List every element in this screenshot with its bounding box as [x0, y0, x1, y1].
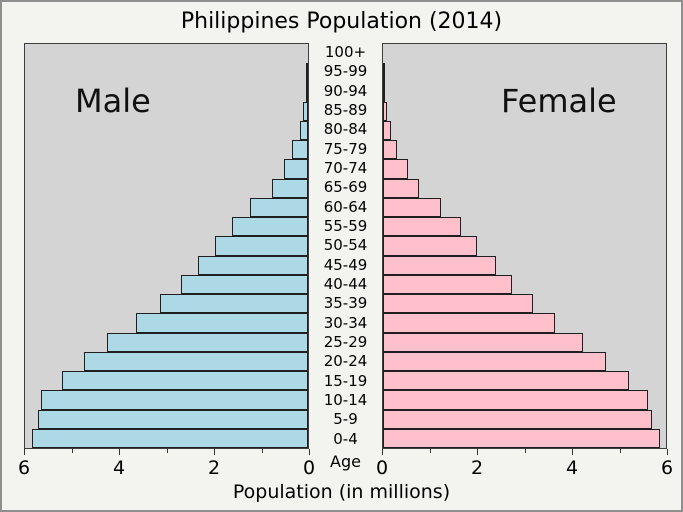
- x-tick-major: [309, 449, 310, 455]
- x-tick-label: 6: [17, 457, 31, 479]
- age-tick-label-20-24: 20-24: [323, 352, 368, 371]
- x-tick-label: 0: [302, 457, 316, 479]
- age-tick-label-90-94: 90-94: [323, 81, 368, 100]
- age-tick-label-95-99: 95-99: [323, 62, 368, 81]
- bar-male-50-54: [215, 236, 308, 256]
- age-tick-label-5-9: 5-9: [333, 410, 358, 429]
- x-tick-label: 4: [112, 457, 126, 479]
- x-tick-major: [119, 449, 120, 455]
- age-tick-label-80-84: 80-84: [323, 120, 368, 139]
- bar-male-35-39: [160, 294, 308, 314]
- bar-female-25-29: [383, 332, 583, 352]
- bar-male-45-49: [198, 255, 308, 275]
- bar-female-5-9: [383, 409, 653, 429]
- bar-female-75-79: [383, 140, 398, 160]
- x-tick-major: [572, 449, 573, 455]
- bar-female-85-89: [383, 101, 387, 121]
- bar-male-40-44: [180, 274, 308, 295]
- bar-female-80-84: [383, 120, 392, 141]
- x-axis-female: 0 2 4 6: [376, 449, 673, 481]
- age-tick-label-65-69: 65-69: [323, 178, 368, 197]
- bar-female-0-4: [383, 428, 661, 448]
- x-tick-major: [382, 449, 383, 455]
- age-axis-labels: 100+ 95-99 90-94 85-89 80-84 75-79 70-74 65-69 6…: [309, 43, 382, 449]
- bar-male-75-79: [291, 140, 308, 160]
- bar-male-85-89: [303, 101, 308, 121]
- bar-female-30-34: [383, 313, 555, 333]
- age-axis-title: Age: [330, 452, 361, 471]
- bar-male-20-24: [83, 351, 308, 372]
- x-tick-minor: [166, 449, 168, 453]
- x-tick-major: [214, 449, 215, 455]
- bar-male-10-14: [41, 390, 308, 410]
- age-tick-label-100+: 100+: [324, 43, 367, 62]
- x-tick-label: 0: [375, 457, 389, 479]
- x-tick-label: 4: [565, 457, 579, 479]
- bar-male-0-4: [32, 428, 308, 448]
- bar-female-15-19: [383, 371, 629, 391]
- bar-female-35-39: [383, 294, 533, 314]
- bar-female-65-69: [383, 178, 419, 198]
- bar-male-65-69: [272, 178, 308, 198]
- female-series-label: Female: [501, 82, 617, 120]
- male-series-label: Male: [75, 82, 151, 120]
- age-tick-label-55-59: 55-59: [323, 217, 368, 236]
- x-tick-major: [24, 449, 25, 455]
- bar-female-50-54: [383, 236, 478, 256]
- bar-male-70-74: [284, 159, 308, 179]
- chart-title: Philippines Population (2014): [180, 9, 503, 34]
- age-tick-label-85-89: 85-89: [323, 101, 368, 120]
- bar-female-10-14: [383, 390, 648, 410]
- x-tick-minor: [429, 449, 431, 453]
- female-plot-area: Female: [382, 43, 667, 449]
- x-tick-minor: [524, 449, 526, 453]
- age-tick-label-30-34: 30-34: [323, 313, 368, 332]
- age-tick-label-15-19: 15-19: [323, 371, 368, 390]
- bar-female-60-64: [383, 197, 442, 218]
- x-tick-label: 6: [660, 457, 674, 479]
- age-tick-label-0-4: 0-4: [333, 429, 358, 448]
- x-axis-male: 0 2 4 6: [18, 449, 315, 481]
- bar-male-60-64: [250, 197, 308, 218]
- x-tick-minor: [619, 449, 621, 453]
- x-tick-major: [477, 449, 478, 455]
- age-tick-label-50-54: 50-54: [323, 236, 368, 255]
- bar-male-30-34: [135, 313, 308, 333]
- bar-male-15-19: [61, 371, 308, 391]
- bar-male-95-99: [306, 63, 308, 83]
- bar-male-55-59: [231, 217, 308, 237]
- bar-male-80-84: [299, 120, 308, 141]
- bar-female-70-74: [383, 159, 408, 179]
- x-tick-major: [667, 449, 668, 455]
- bar-male-25-29: [106, 332, 308, 352]
- age-tick-label-75-79: 75-79: [323, 139, 368, 158]
- age-tick-label-70-74: 70-74: [323, 159, 368, 178]
- male-plot-area: Male: [24, 43, 309, 449]
- x-tick-label: 2: [207, 457, 221, 479]
- age-tick-label-40-44: 40-44: [323, 275, 368, 294]
- x-tick-minor: [71, 449, 73, 453]
- bar-female-40-44: [383, 274, 513, 295]
- bar-male-5-9: [37, 409, 308, 429]
- age-tick-label-35-39: 35-39: [323, 294, 368, 313]
- x-tick-minor: [261, 449, 263, 453]
- bar-female-90-94: [383, 82, 385, 102]
- bar-female-95-99: [383, 63, 385, 83]
- age-tick-label-10-14: 10-14: [323, 391, 368, 410]
- bar-female-20-24: [383, 351, 607, 372]
- age-tick-label-45-49: 45-49: [323, 255, 368, 274]
- bar-male-90-94: [306, 82, 308, 102]
- age-tick-label-25-29: 25-29: [323, 333, 368, 352]
- x-axis-title: Population (in millions): [232, 481, 451, 503]
- bar-female-45-49: [383, 255, 496, 275]
- bar-female-55-59: [383, 217, 461, 237]
- age-tick-label-60-64: 60-64: [323, 197, 368, 216]
- x-tick-label: 2: [470, 457, 484, 479]
